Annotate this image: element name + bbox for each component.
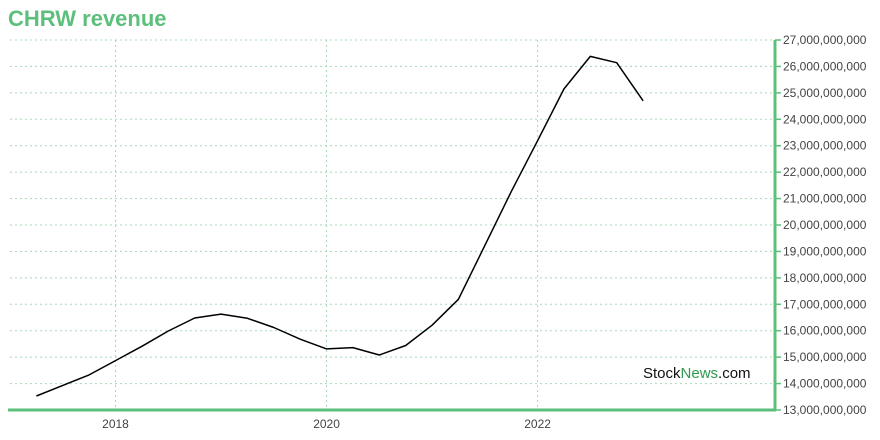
- watermark-part1: Stock: [643, 365, 681, 382]
- y-tick-label: 15,000,000,000: [783, 350, 867, 364]
- y-tick-label: 18,000,000,000: [783, 271, 867, 285]
- grid-lines: [10, 39, 775, 411]
- x-tick-label: 2018: [102, 417, 129, 431]
- y-tick-label: 13,000,000,000: [783, 403, 867, 417]
- chart-title: CHRW revenue: [8, 6, 167, 31]
- y-tick-label: 22,000,000,000: [783, 165, 867, 179]
- y-tick-label: 20,000,000,000: [783, 218, 867, 232]
- y-tick-label: 17,000,000,000: [783, 297, 867, 311]
- watermark-logo: StockNews.com: [643, 365, 751, 382]
- y-tick-label: 23,000,000,000: [783, 139, 867, 153]
- x-tick-label: 2020: [313, 417, 340, 431]
- y-tick-label: 26,000,000,000: [783, 59, 867, 73]
- y-tick-label: 21,000,000,000: [783, 192, 867, 206]
- y-tick-label: 27,000,000,000: [783, 33, 867, 47]
- series-group: [36, 55, 644, 397]
- axes: [8, 39, 781, 412]
- x-tick-label: 2022: [524, 417, 551, 431]
- y-tick-label: 25,000,000,000: [783, 86, 867, 100]
- watermark-part2: News: [680, 365, 719, 382]
- revenue-series-line: [36, 55, 644, 397]
- y-tick-label: 24,000,000,000: [783, 112, 867, 126]
- y-tick-label: 14,000,000,000: [783, 377, 867, 391]
- y-tick-label: 16,000,000,000: [783, 324, 867, 338]
- tick-labels: 13,000,000,000 14,000,000,000 15,000,000,0…: [102, 33, 867, 431]
- y-tick-label: 19,000,000,000: [783, 244, 867, 258]
- watermark-part3: .com: [718, 365, 751, 382]
